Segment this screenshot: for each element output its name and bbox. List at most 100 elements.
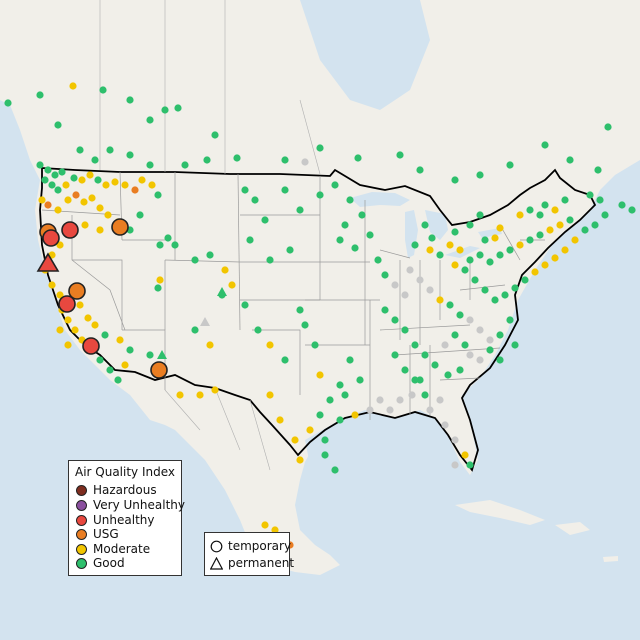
lake-huron	[425, 210, 448, 240]
station-alert-circle	[68, 282, 86, 300]
station-dot	[206, 251, 214, 259]
station-dot	[331, 466, 339, 474]
legend-label: USG	[93, 527, 119, 541]
station-dot	[316, 371, 324, 379]
station-dot	[426, 406, 434, 414]
station-dot	[461, 266, 469, 274]
station-dot	[271, 526, 279, 534]
station-dot	[411, 341, 419, 349]
station-dot	[102, 181, 110, 189]
station-dot	[41, 176, 49, 184]
station-dot	[241, 186, 249, 194]
circle-icon	[210, 540, 223, 552]
station-dot	[354, 154, 362, 162]
station-dot	[531, 268, 539, 276]
station-dot	[436, 396, 444, 404]
station-dot	[421, 351, 429, 359]
station-dot	[76, 301, 84, 309]
station-dot	[211, 386, 219, 394]
station-dot	[601, 211, 609, 219]
station-dot	[54, 206, 62, 214]
station-dot	[196, 391, 204, 399]
station-dot	[62, 181, 70, 189]
station-dot	[431, 361, 439, 369]
station-dot	[441, 421, 449, 429]
station-dot	[346, 196, 354, 204]
station-dot	[541, 201, 549, 209]
station-dot	[456, 366, 464, 374]
station-dot	[486, 346, 494, 354]
station-dot	[296, 456, 304, 464]
station-dot	[81, 221, 89, 229]
station-dot	[391, 351, 399, 359]
station-alert-circle	[82, 337, 100, 355]
station-dot	[496, 251, 504, 259]
station-triangle	[157, 350, 167, 359]
station-dot	[148, 181, 156, 189]
station-dot	[481, 286, 489, 294]
station-dot	[4, 99, 12, 107]
legend-label: temporary	[228, 539, 292, 553]
station-dot	[571, 236, 579, 244]
station-dot	[36, 91, 44, 99]
station-dot	[64, 341, 72, 349]
station-dot	[78, 176, 86, 184]
station-alert-circle	[111, 218, 129, 236]
station-dot	[241, 301, 249, 309]
station-dot	[511, 284, 519, 292]
station-dot	[56, 326, 64, 334]
station-dot	[121, 361, 129, 369]
station-dot	[451, 261, 459, 269]
station-alert-circle	[42, 229, 60, 247]
legend-label: Good	[93, 556, 125, 570]
station-dot	[416, 276, 424, 284]
station-dot	[411, 241, 419, 249]
station-dot	[391, 281, 399, 289]
station-triangle	[217, 287, 227, 296]
station-dot	[581, 226, 589, 234]
station-dot	[506, 316, 514, 324]
legend-swatch	[76, 528, 87, 540]
hispaniola	[555, 522, 590, 535]
station-dot	[456, 246, 464, 254]
station-dot	[356, 376, 364, 384]
station-dot	[451, 436, 459, 444]
station-dot	[441, 341, 449, 349]
station-dot	[516, 211, 524, 219]
station-dot	[401, 366, 409, 374]
station-alert-circle	[58, 295, 76, 313]
legend-title: Air Quality Index	[74, 465, 176, 479]
legend-item-moderate: Moderate	[76, 542, 150, 556]
station-dot	[496, 331, 504, 339]
station-dot	[161, 106, 169, 114]
station-dot	[71, 326, 79, 334]
station-dot	[586, 191, 594, 199]
station-dot	[121, 181, 129, 189]
station-dot	[96, 356, 104, 364]
station-dot	[146, 161, 154, 169]
station-dot	[476, 171, 484, 179]
station-dot	[496, 224, 504, 232]
station-dot	[246, 236, 254, 244]
station-dot	[556, 221, 564, 229]
station-dot	[84, 314, 92, 322]
station-dot	[496, 356, 504, 364]
station-dot	[516, 241, 524, 249]
station-dot	[451, 331, 459, 339]
station-dot	[111, 178, 119, 186]
station-dot	[104, 211, 112, 219]
lake-ontario	[478, 228, 502, 238]
station-dot	[156, 276, 164, 284]
station-dot	[366, 231, 374, 239]
legend-swatch	[76, 484, 87, 496]
station-dot	[126, 151, 134, 159]
station-dot	[428, 234, 436, 242]
station-dot	[421, 391, 429, 399]
station-dot	[116, 336, 124, 344]
station-dot	[521, 276, 529, 284]
aqi-legend: Air Quality Index Hazardous Very Unhealt…	[68, 460, 185, 576]
station-dot	[481, 236, 489, 244]
station-dot	[56, 291, 64, 299]
station-dot	[351, 411, 359, 419]
station-dot	[316, 191, 324, 199]
